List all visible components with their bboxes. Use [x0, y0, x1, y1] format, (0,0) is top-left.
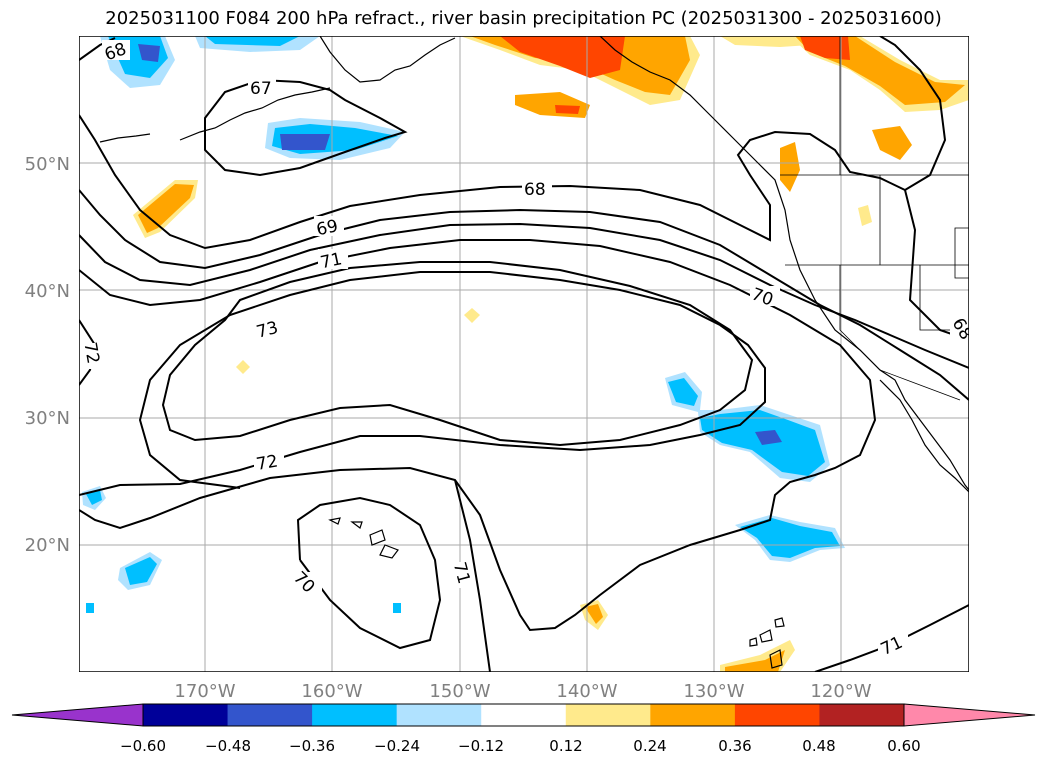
colorbar-tick-label: −0.60 — [120, 737, 166, 755]
lon-tick-label: 150°W — [429, 681, 490, 702]
colorbar-segment — [227, 704, 313, 726]
precip-area-negative — [755, 430, 782, 445]
islands — [749, 617, 785, 669]
contour-label: 71 — [319, 249, 344, 273]
contour-68-east — [904, 189, 969, 341]
longitude-labels: 170°W 160°W 150°W 140°W 130°W 120°W — [174, 681, 871, 702]
precip-area-positive — [555, 105, 580, 114]
colorbar-tick-labels: −0.60 −0.48 −0.36 −0.24 −0.12 0.12 0.24 … — [120, 737, 921, 755]
precip-area-positive — [780, 142, 800, 192]
contour-71 — [79, 239, 877, 632]
lon-tick-label: 160°W — [301, 681, 362, 702]
precip-area-positive — [236, 360, 250, 374]
lon-tick-label: 130°W — [683, 681, 744, 702]
map-title: 2025031100 F084 200 hPa refract., river … — [105, 8, 942, 29]
colorbar-tick-label: −0.48 — [205, 737, 251, 755]
political-borders — [780, 36, 969, 401]
colorbar-segment — [650, 704, 736, 726]
colorbar-tick-label: 0.36 — [718, 737, 751, 755]
aleutian-islands — [99, 133, 151, 143]
lat-tick-label: 30°N — [25, 408, 70, 429]
precip-area-positive — [720, 36, 810, 47]
precip-area-negative — [125, 557, 157, 585]
contour-70 — [79, 222, 969, 369]
precip-area-positive — [872, 126, 912, 160]
refractivity-contours — [79, 36, 969, 672]
aleutian-islands — [179, 87, 331, 141]
precip-area-negative — [740, 518, 840, 558]
lat-tick-label: 20°N — [25, 535, 70, 556]
contour-71-south — [454, 479, 491, 672]
colorbar-segments — [143, 704, 905, 726]
coastlines — [99, 36, 969, 669]
precip-area-positive — [464, 308, 480, 323]
colorbar-segment — [734, 704, 820, 726]
lon-tick-label: 140°W — [556, 681, 617, 702]
baja-california-coast — [879, 379, 969, 493]
lat-tick-label: 40°N — [25, 281, 70, 302]
precip-area-negative — [138, 44, 160, 62]
latitude-labels: 50°N 40°N 30°N 20°N — [25, 154, 70, 556]
colorbar-tick-label: 0.24 — [633, 737, 666, 755]
colorbar-extend-low — [11, 703, 144, 727]
precip-area-negative — [86, 490, 102, 505]
lon-tick-label: 120°W — [810, 681, 871, 702]
contour-70-south — [296, 496, 442, 650]
colorbar-segment — [396, 704, 482, 726]
precip-area-positive — [725, 650, 785, 672]
contour-73 — [161, 261, 754, 447]
contour-label: 67 — [250, 79, 272, 99]
precip-area-negative — [393, 603, 401, 613]
precip-area-negative — [205, 36, 300, 46]
colorbar-tick-label: −0.36 — [289, 737, 335, 755]
colorbar-segment — [565, 704, 651, 726]
precip-shading — [82, 36, 969, 672]
colorbar-tick-label: 0.12 — [549, 737, 582, 755]
precip-area-positive — [800, 36, 850, 60]
colorbar-segment — [312, 704, 398, 726]
contour-68-main — [79, 36, 947, 250]
pacific-northwest-coast — [599, 36, 969, 491]
contour-label: 69 — [315, 216, 340, 240]
map-panel: 68 67 68 69 71 70 73 72 72 70 71 71 68 — [79, 36, 969, 672]
precip-area-negative — [668, 378, 698, 406]
contour-69 — [79, 189, 969, 401]
contour-label: 72 — [79, 341, 102, 366]
colorbar-tick-label: 0.60 — [887, 737, 920, 755]
precip-area-positive — [500, 36, 625, 78]
precip-area-negative — [86, 603, 94, 613]
precip-area-positive — [858, 205, 872, 226]
colorbar-tick-label: −0.24 — [374, 737, 420, 755]
hawaii-islands — [328, 517, 399, 559]
contour-label: 68 — [524, 180, 546, 200]
lat-tick-label: 50°N — [25, 154, 70, 175]
lon-tick-label: 170°W — [174, 681, 235, 702]
colorbar-segment — [481, 704, 567, 726]
colorbar-extend-high — [903, 703, 1036, 727]
precip-area-negative — [280, 134, 330, 150]
colorbar-segment — [819, 704, 905, 726]
contour-label: 72 — [255, 451, 280, 474]
colorbar-tick-label: 0.48 — [802, 737, 835, 755]
colorbar-tick-label: −0.12 — [458, 737, 504, 755]
alaska-coast — [319, 36, 456, 83]
colorbar: −0.60 −0.48 −0.36 −0.24 −0.12 0.12 0.24 … — [11, 703, 1036, 755]
precip-area-positive — [585, 604, 603, 624]
colorbar-segment — [143, 704, 229, 726]
colorbar-outline — [142, 703, 905, 727]
